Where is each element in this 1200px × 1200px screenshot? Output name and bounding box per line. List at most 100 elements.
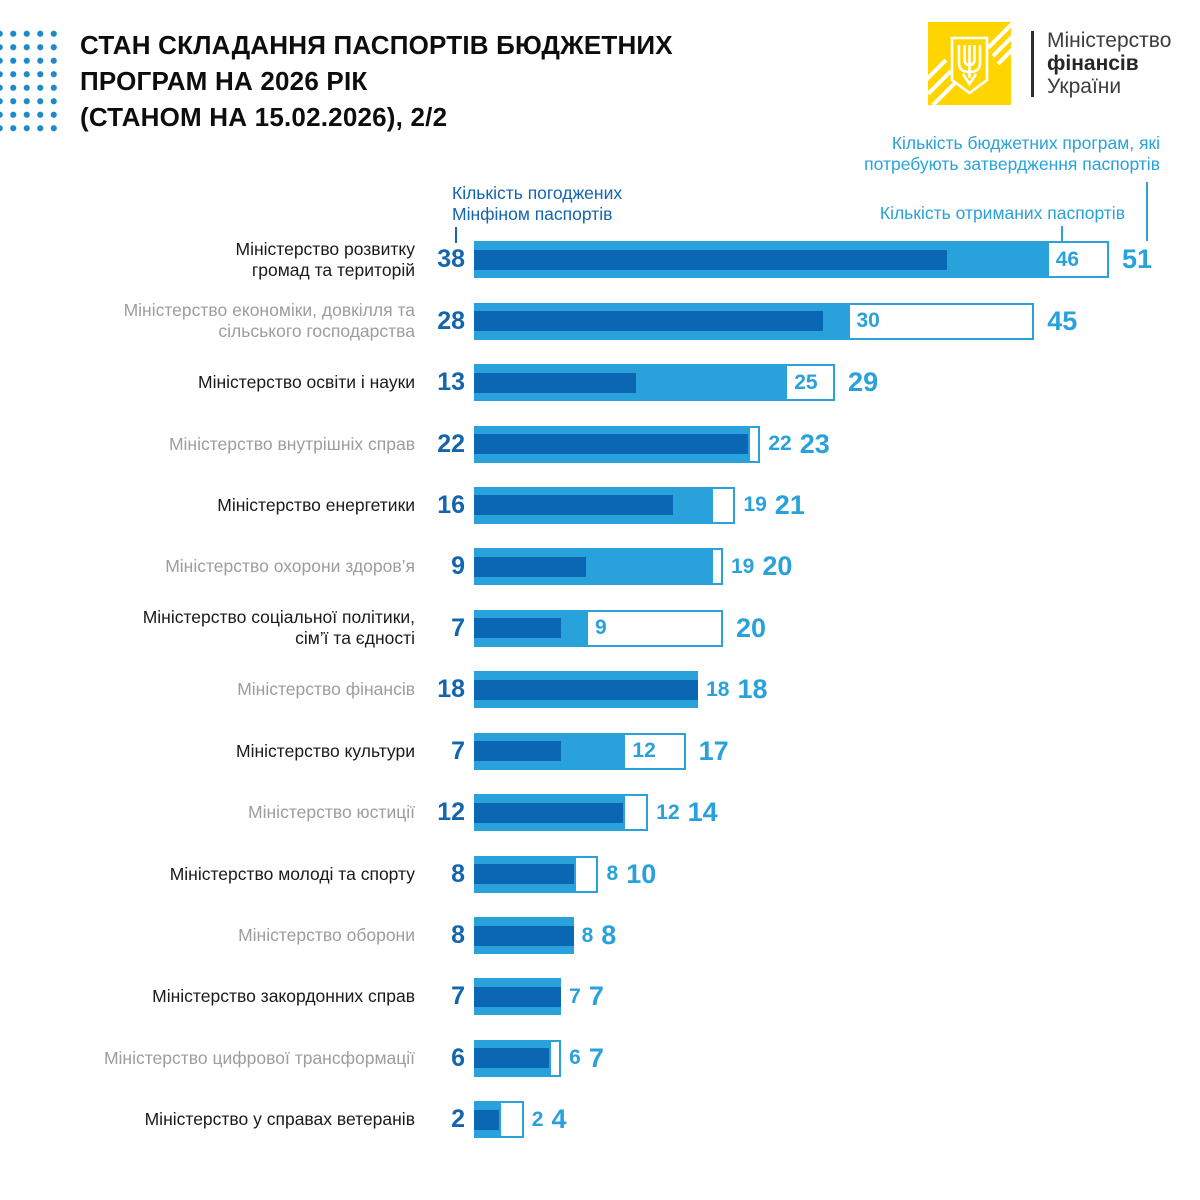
total-count: 7	[588, 981, 604, 1012]
bar-approved-segment	[474, 925, 574, 946]
bar-remainder-segment	[623, 794, 649, 832]
legend-connector-received	[1061, 226, 1063, 242]
ministry-label: Міністерство оборони	[238, 925, 415, 946]
bar-track	[474, 917, 574, 955]
bar-remainder-segment	[710, 486, 736, 524]
bar-track: 25	[474, 364, 836, 402]
total-count: 17	[698, 735, 729, 766]
received-count: 6	[569, 1046, 581, 1070]
chart-row: Міністерство розвитку громад та територі…	[0, 229, 1200, 290]
received-count: 46	[1055, 247, 1080, 271]
chart-row: Міністерство освіти і науки 13 25 29	[0, 352, 1200, 413]
approved-count: 16	[437, 490, 465, 519]
ministry-label: Міністерство розвитку громад та територі…	[235, 238, 416, 280]
received-count: 25	[794, 370, 818, 394]
title-line-3: (СТАНОМ НА 15.02.2026), 2/2	[80, 102, 448, 132]
page-title: СТАН СКЛАДАННЯ ПАСПОРТІВ БЮДЖЕТНИХ ПРОГР…	[80, 27, 673, 135]
approved-count: 13	[437, 368, 465, 397]
total-count: 8	[601, 920, 617, 951]
approved-count: 6	[451, 1043, 465, 1072]
ministry-label: Міністерство енергетики	[217, 494, 415, 515]
bar-approved-segment	[474, 741, 562, 762]
total-count: 7	[588, 1042, 604, 1073]
bar-remainder-segment: 12	[623, 732, 686, 770]
bar-approved-segment	[474, 434, 748, 455]
received-count: 8	[606, 862, 619, 886]
ministry-label: Міністерство освіти і науки	[198, 372, 415, 393]
legend-connector-approved	[455, 227, 457, 243]
bar-approved-segment	[474, 372, 636, 393]
bar-approved-segment	[474, 618, 562, 639]
received-count: 12	[632, 739, 656, 763]
total-count: 4	[551, 1104, 567, 1135]
legend-connector-total	[1146, 182, 1148, 241]
ministry-label: Міністерство культури	[236, 740, 415, 761]
chart-row: Міністерство економіки, довкілля та сіль…	[0, 290, 1200, 351]
ministry-label: Міністерство юстиції	[248, 802, 415, 823]
received-count: 9	[595, 616, 607, 640]
bar-track: 46	[474, 241, 1109, 279]
bar-track: 12	[474, 732, 686, 770]
bar-track: 9	[474, 609, 723, 647]
bar-track: 30	[474, 302, 1035, 340]
chart-row: Міністерство закордонних справ 7 7 7	[0, 966, 1200, 1027]
bar-remainder-segment	[548, 1039, 562, 1077]
ministry-label: Міністерство охорони здоров’я	[165, 556, 415, 577]
logo-text: Міністерство фінансів України	[1047, 29, 1171, 98]
approved-count: 7	[451, 613, 465, 642]
bar-approved-segment	[474, 679, 699, 700]
bar-track	[474, 671, 699, 709]
bar-remainder-segment: 25	[785, 364, 836, 402]
received-count: 12	[656, 800, 680, 824]
total-count: 29	[848, 367, 879, 398]
chart-row: Міністерство соціальної політики, сім’ї …	[0, 598, 1200, 659]
chart-row: Міністерство культури 7 12 17	[0, 721, 1200, 782]
chart-row: Міністерство внутрішніх справ 22 22 23	[0, 413, 1200, 474]
chart-row: Міністерство юстиції 12 12 14	[0, 782, 1200, 843]
bar-track	[474, 1101, 524, 1139]
bar-remainder-segment	[747, 425, 761, 463]
total-count: 10	[626, 858, 657, 889]
legend-total-label: Кількість бюджетних програм, які потребу…	[864, 133, 1160, 174]
logo-line-ministry: Міністерство	[1047, 29, 1172, 52]
bar-approved-segment	[474, 311, 823, 332]
ministry-label: Міністерство закордонних справ	[152, 986, 415, 1007]
bar-track	[474, 486, 736, 524]
approved-count: 7	[451, 736, 465, 765]
bar-approved-segment	[474, 556, 587, 577]
bar-approved-segment	[474, 495, 674, 516]
received-count: 7	[569, 984, 581, 1008]
legend-received-label: Кількість отриманих паспортів	[879, 203, 1125, 223]
bar-approved-segment	[474, 986, 562, 1007]
total-count: 20	[736, 612, 767, 643]
approved-count: 8	[451, 859, 465, 888]
chart-row: Міністерство охорони здоров’я 9 19 20	[0, 536, 1200, 597]
approved-count: 9	[451, 552, 465, 581]
total-count: 21	[774, 489, 805, 520]
ministry-label: Міністерство фінансів	[237, 679, 415, 700]
ministry-label: Міністерство внутрішніх справ	[168, 433, 415, 454]
bar-chart: Міністерство розвитку громад та територі…	[0, 229, 1200, 1151]
bar-approved-segment	[474, 1048, 549, 1069]
total-count: 51	[1121, 244, 1152, 275]
bar-remainder-segment: 30	[847, 302, 1035, 340]
bar-approved-segment	[474, 249, 948, 270]
bar-remainder-segment	[573, 855, 599, 893]
legend-approved-label: Кількість погоджених Мінфіном паспортів	[452, 183, 623, 224]
bar-track	[474, 1039, 562, 1077]
logo-separator	[1031, 30, 1034, 97]
approved-count: 18	[437, 675, 465, 704]
received-count: 18	[706, 677, 730, 701]
received-count: 22	[768, 432, 792, 456]
total-count: 23	[799, 428, 830, 459]
ministry-label: Міністерство у справах ветеранів	[144, 1109, 415, 1130]
approved-count: 2	[451, 1105, 465, 1134]
ministry-label: Міністерство соціальної політики, сім’ї …	[142, 607, 415, 649]
bar-track	[474, 548, 723, 586]
logo-line-finance: фінансів	[1047, 52, 1139, 75]
chart-row: Міністерство оборони 8 8 8	[0, 905, 1200, 966]
bar-approved-segment	[474, 802, 624, 823]
total-count: 14	[687, 797, 718, 828]
minfin-emblem-icon	[928, 22, 1011, 105]
